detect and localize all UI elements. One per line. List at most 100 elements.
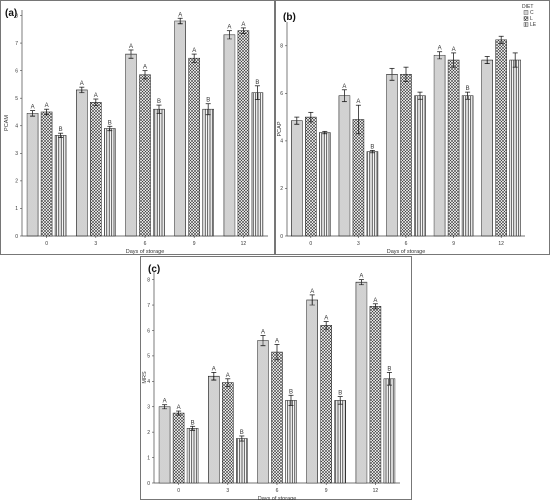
significance-label: B [108,120,112,126]
significance-label: B [255,80,259,86]
bar [433,54,446,237]
bar [290,120,303,237]
y-tick-label: 1 [15,206,18,212]
y-tick-label: 4 [280,139,283,145]
y-tick-label: 0 [147,481,150,487]
significance-label: A [310,289,314,295]
x-tick-label: 0 [309,241,312,247]
y-tick-label: 0 [280,234,283,240]
significance-label: B [338,391,342,397]
y-tick-label: 8 [280,44,283,50]
significance-label: A [80,81,84,87]
y-tick-label: 2 [280,186,283,192]
bar [338,95,351,237]
bar [386,74,398,237]
significance-label: A [227,25,231,31]
panel-label: (a) [5,8,17,19]
significance-label: B [370,144,374,150]
y-axis-label: MRS [142,371,148,384]
bar [352,119,365,237]
significance-label: A [94,93,98,99]
bar [400,74,412,237]
y-tick-label: 5 [15,96,18,102]
bar [125,53,137,237]
bar [383,378,396,484]
significance-label: A [143,65,147,71]
x-tick-label: 6 [405,241,408,247]
bar [509,59,521,237]
x-tick-label: 3 [94,241,97,247]
bar [236,438,248,484]
y-tick-label: 3 [15,151,18,157]
significance-label: B [466,86,470,92]
bar [54,135,67,237]
significance-label: B [157,99,161,105]
bar [153,108,165,237]
y-tick-label: 7 [15,41,18,47]
bar [414,95,426,237]
bar [186,428,199,484]
x-axis-label: Days of storage [126,249,165,255]
bar [304,116,317,237]
panel-label: (b) [283,12,296,23]
y-tick-label: 0 [15,234,18,240]
x-axis-label: Days of storage [387,249,426,255]
bar [366,151,379,237]
bar [355,281,368,484]
significance-label: B [289,389,293,395]
x-tick-label: 12 [373,488,379,494]
significance-label: A [192,48,196,54]
bar [188,57,200,237]
x-tick-label: 6 [144,241,147,247]
bar [461,95,474,237]
bar [139,74,151,237]
bar [90,102,102,237]
bar [174,20,186,237]
panel-frame [275,0,550,255]
bar [306,299,318,484]
bar [285,400,297,484]
significance-label: A [129,44,133,50]
bar [320,325,332,484]
y-tick-label: 6 [15,68,18,74]
significance-label: A [241,22,245,28]
significance-label: B [387,366,391,372]
legend-entry: C [530,10,534,16]
bar [40,111,53,237]
x-axis-label: Days of storage [258,496,297,500]
y-tick-label: 7 [147,303,150,309]
y-tick-label: 2 [147,430,150,436]
y-tick-label: 6 [147,328,150,334]
y-axis-label: PCAP [277,121,283,136]
significance-label: A [45,103,49,109]
x-tick-label: 3 [357,241,360,247]
bar [318,132,331,237]
x-tick-label: 6 [276,488,279,494]
x-tick-label: 9 [452,241,455,247]
bar [481,59,493,237]
y-tick-label: 8 [15,13,18,19]
legend-entry: LE [530,22,537,28]
x-tick-label: 9 [325,488,328,494]
significance-label: A [275,338,279,344]
legend-entry: L [530,16,533,22]
bar [447,59,460,237]
bar [172,412,185,484]
significance-label: A [178,12,182,18]
x-tick-label: 9 [193,241,196,247]
significance-label: B [59,127,63,133]
y-tick-label: 6 [280,91,283,97]
chart-panel-b: 0 2 4 6 8 0 3 A A B 6 9 A A B 12 Days of storage PCAP (b) D… [275,0,550,255]
x-tick-label: 3 [226,488,229,494]
x-tick-label: 0 [45,241,48,247]
panel-label: (c) [148,264,160,275]
significance-label: A [31,105,35,111]
significance-label: B [206,98,210,104]
bar [26,113,39,237]
significance-label: A [177,405,181,411]
bar [369,306,382,484]
y-tick-label: 4 [147,379,150,385]
significance-label: A [342,84,346,90]
